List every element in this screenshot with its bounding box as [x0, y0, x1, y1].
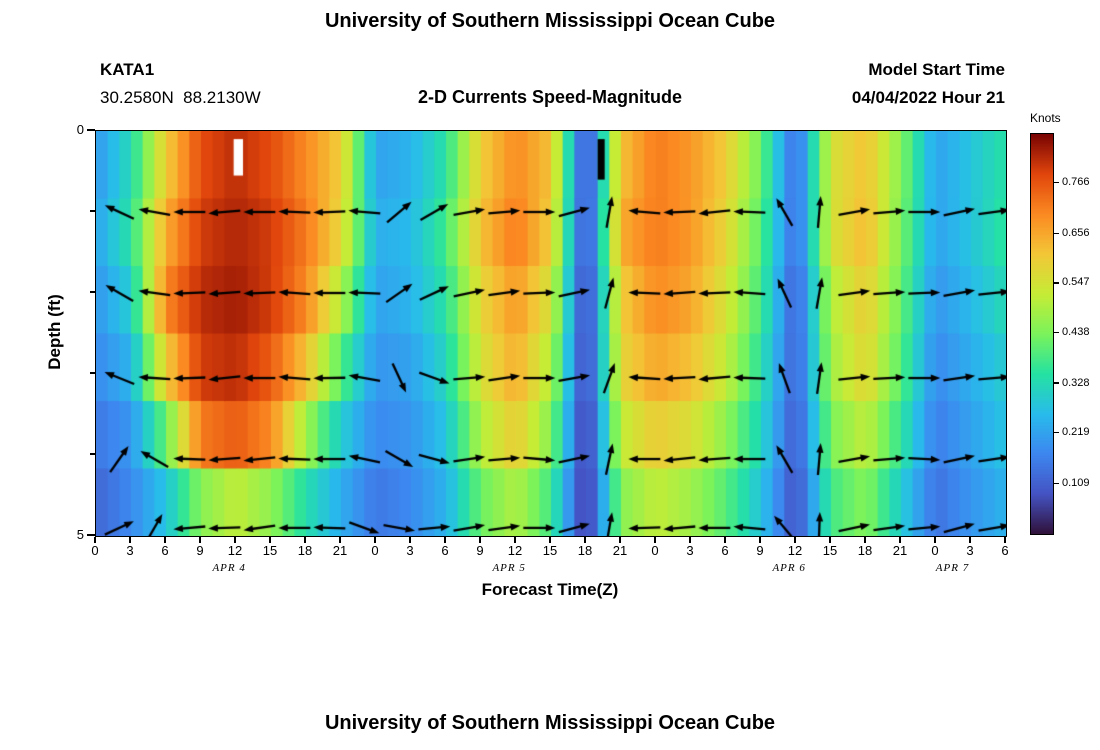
x-tick-mark [969, 537, 971, 543]
x-tick-mark [829, 537, 831, 543]
y-tick-label: 0 [76, 122, 84, 137]
x-tick-mark [759, 537, 761, 543]
x-axis-date-label: APR 7 [935, 562, 970, 574]
next-panel-title: University of Southern Mississippi Ocean… [324, 712, 776, 734]
x-tick-mark [234, 537, 236, 543]
y-axis-title: Depth (ft) [45, 294, 64, 370]
x-tick-label: 18 [297, 543, 313, 558]
x-tick-label: 21 [892, 543, 908, 558]
x-tick-label: 15 [542, 543, 558, 558]
currents-heatmap-plot [95, 130, 1007, 537]
x-tick-mark [1004, 537, 1006, 543]
x-tick-label: 12 [507, 543, 523, 558]
x-tick-label: 9 [476, 543, 484, 558]
station-coordinates: 30.2580N 88.2130W [100, 88, 261, 107]
colorbar-tick-label: 0.219 [1062, 426, 1090, 439]
page-title: University of Southern Mississippi Ocean… [324, 10, 776, 32]
currents-heatmap-canvas [96, 131, 1006, 536]
x-tick-mark [339, 537, 341, 543]
x-tick-label: 18 [857, 543, 873, 558]
x-tick-mark [269, 537, 271, 543]
x-tick-mark [689, 537, 691, 543]
colorbar-tick-label: 0.547 [1062, 276, 1090, 289]
x-tick-mark [444, 537, 446, 543]
x-tick-label: 3 [686, 543, 694, 558]
x-tick-label: 0 [931, 543, 939, 558]
y-tick-mark [87, 534, 95, 536]
x-tick-mark [864, 537, 866, 543]
x-tick-label: 0 [91, 543, 99, 558]
x-tick-mark [409, 537, 411, 543]
colorbar-tick-label: 0.438 [1062, 326, 1090, 339]
x-tick-label: 12 [787, 543, 803, 558]
x-tick-label: 6 [1001, 543, 1009, 558]
model-start-label: Model Start Time [868, 60, 1005, 79]
x-tick-label: 6 [441, 543, 449, 558]
x-tick-label: 3 [966, 543, 974, 558]
x-axis-title: Forecast Time(Z) [481, 580, 619, 599]
chart-subtitle: 2-D Currents Speed-Magnitude [417, 87, 683, 107]
x-tick-mark [514, 537, 516, 543]
x-tick-mark [724, 537, 726, 543]
colorbar-title: Knots [1030, 111, 1061, 125]
y-tick-label: 5 [76, 527, 84, 542]
x-tick-label: 9 [196, 543, 204, 558]
colorbar-tick-label: 0.656 [1062, 226, 1090, 239]
x-tick-label: 0 [371, 543, 379, 558]
x-tick-mark [129, 537, 131, 543]
x-axis-date-label: APR 5 [492, 562, 526, 574]
x-tick-mark [199, 537, 201, 543]
model-start-value: 04/04/2022 Hour 21 [851, 88, 1005, 107]
x-axis-date-label: APR 6 [772, 562, 806, 574]
x-tick-mark [374, 537, 376, 543]
x-tick-label: 15 [262, 543, 278, 558]
x-tick-mark [164, 537, 166, 543]
x-tick-mark [479, 537, 481, 543]
x-tick-label: 3 [406, 543, 414, 558]
colorbar [1030, 133, 1054, 535]
x-tick-mark [899, 537, 901, 543]
x-tick-label: 12 [227, 543, 243, 558]
x-axis-date-label: APR 4 [212, 562, 246, 574]
x-tick-label: 3 [126, 543, 134, 558]
x-tick-label: 15 [822, 543, 838, 558]
x-tick-mark [94, 537, 96, 543]
x-tick-label: 0 [651, 543, 659, 558]
x-tick-label: 6 [721, 543, 729, 558]
x-tick-label: 18 [577, 543, 593, 558]
x-tick-mark [619, 537, 621, 543]
station-id: KATA1 [100, 60, 155, 79]
colorbar-canvas [1031, 134, 1053, 534]
x-tick-label: 21 [612, 543, 628, 558]
colorbar-tick-label: 0.109 [1062, 476, 1090, 489]
x-tick-mark [549, 537, 551, 543]
x-tick-mark [654, 537, 656, 543]
y-tick-mark [87, 129, 95, 131]
x-tick-mark [794, 537, 796, 543]
x-tick-label: 9 [756, 543, 764, 558]
x-tick-mark [584, 537, 586, 543]
x-tick-mark [934, 537, 936, 543]
colorbar-tick-label: 0.328 [1062, 376, 1090, 389]
colorbar-tick-label: 0.766 [1062, 176, 1090, 189]
x-tick-label: 6 [161, 543, 169, 558]
x-tick-mark [304, 537, 306, 543]
x-tick-label: 21 [332, 543, 348, 558]
